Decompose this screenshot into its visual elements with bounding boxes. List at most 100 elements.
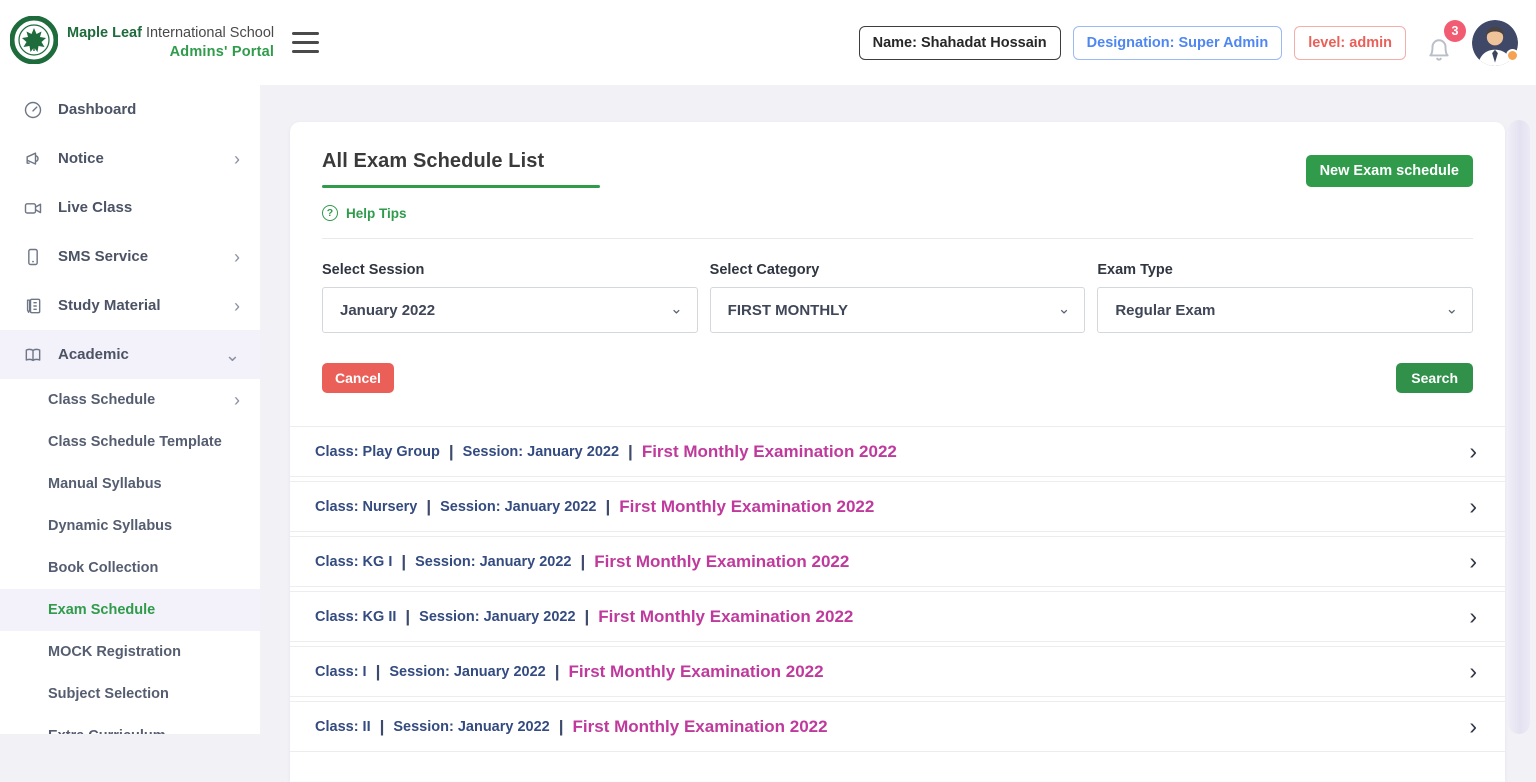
sidebar-item-live-class[interactable]: Live Class [0, 183, 260, 232]
exam-schedule-row[interactable]: Class: II | Session: January 2022 | Firs… [290, 701, 1505, 752]
page-scrollbar[interactable] [1508, 120, 1530, 734]
row-class: Class: I [315, 663, 367, 680]
sidebar-subitem-label: Class Schedule Template [48, 434, 222, 450]
separator: | [401, 551, 407, 571]
category-select[interactable]: FIRST MONTHLY ⌄ [709, 287, 1086, 333]
row-class: Class: Play Group [315, 443, 440, 460]
school-logo-block: Maple Leaf International School Admins' … [0, 15, 274, 69]
exam-schedule-row[interactable]: Class: KG II | Session: January 2022 | F… [290, 591, 1505, 642]
category-label: Select Category [709, 262, 820, 278]
sidebar-subitem-label: MOCK Registration [48, 644, 181, 660]
designation-badge: Designation: Super Admin [1072, 25, 1283, 60]
menu-toggle-icon[interactable] [292, 32, 319, 53]
notifications-button[interactable]: 3 [1426, 19, 1466, 66]
page-title: All Exam Schedule List [322, 150, 545, 172]
sidebar-subitem-dynamic-syllabus[interactable]: Dynamic Syllabus [0, 505, 260, 547]
sidebar-subitem-extra-curriculum[interactable]: Extra Curriculum [0, 715, 260, 734]
select-caret-icon: ⌄ [1445, 300, 1459, 318]
sidebar-subitem-label: Dynamic Syllabus [48, 518, 173, 534]
exam-schedule-card: All Exam Schedule List New Exam schedule… [290, 122, 1505, 782]
separator: | [584, 606, 590, 626]
category-selected-value: FIRST MONTHLY [727, 301, 848, 319]
exam-schedule-row[interactable]: Class: Play Group | Session: January 202… [290, 426, 1505, 477]
sidebar-item-academic[interactable]: Academic ⌄ [0, 330, 260, 379]
sidebar-item-sms-service[interactable]: SMS Service › [0, 232, 260, 281]
new-exam-schedule-button[interactable]: New Exam schedule [1305, 155, 1473, 187]
sidebar-item-label: Dashboard [58, 101, 137, 118]
sidebar-subitem-book-collection[interactable]: Book Collection [0, 547, 260, 589]
row-session: Session: January 2022 [389, 663, 546, 680]
select-caret-icon: ⌄ [1057, 300, 1071, 318]
session-label: Select Session [322, 262, 425, 278]
sidebar-subitem-class-schedule[interactable]: Class Schedule › [0, 379, 260, 421]
bell-icon [1429, 38, 1449, 61]
sidebar-subitem-exam-schedule[interactable]: Exam Schedule [0, 589, 260, 631]
separator: | [379, 716, 385, 736]
school-logo-icon [9, 15, 59, 69]
section-divider [322, 238, 1473, 239]
gauge-icon [22, 99, 44, 121]
cancel-button[interactable]: Cancel [322, 363, 394, 393]
sidebar-item-label: Study Material [58, 297, 161, 314]
user-avatar[interactable] [1472, 19, 1519, 66]
filter-exam-type: Exam Type Regular Exam ⌄ [1097, 262, 1474, 333]
chevron-right-icon: › [234, 295, 240, 316]
chevron-right-icon: › [1469, 438, 1477, 464]
row-class: Class: KG I [315, 553, 393, 570]
sidebar-subitem-subject-selection[interactable]: Subject Selection [0, 673, 260, 715]
sidebar-subitem-manual-syllabus[interactable]: Manual Syllabus [0, 463, 260, 505]
row-class: Class: Nursery [315, 498, 418, 515]
user-name-badge: Name: Shahadat Hossain [858, 25, 1061, 60]
row-exam-title: First Monthly Examination 2022 [594, 551, 850, 571]
level-badge: level: admin [1294, 25, 1406, 60]
separator: | [426, 496, 432, 516]
chevron-right-icon: › [234, 246, 240, 267]
sidebar-item-study-material[interactable]: Study Material › [0, 281, 260, 330]
separator: | [628, 441, 633, 461]
megaphone-icon [22, 148, 44, 170]
sidebar-subitem-label: Exam Schedule [48, 602, 156, 618]
chevron-down-icon: ⌄ [224, 344, 240, 365]
chevron-right-icon: › [1469, 713, 1477, 739]
sidebar-nav: Dashboard Notice › Live Class SMS Servic… [0, 85, 260, 734]
sidebar-item-label: Live Class [58, 199, 133, 216]
sidebar-subitem-label: Manual Syllabus [48, 476, 162, 492]
smartphone-icon [22, 246, 44, 268]
top-header: Maple Leaf International School Admins' … [0, 0, 1536, 85]
exam-schedule-row[interactable]: Class: I | Session: January 2022 | First… [290, 646, 1505, 697]
online-status-dot [1506, 48, 1519, 62]
sidebar-item-dashboard[interactable]: Dashboard [0, 85, 260, 134]
chevron-right-icon: › [1469, 658, 1477, 684]
exam-type-label: Exam Type [1097, 262, 1173, 278]
sidebar-item-label: Notice [58, 150, 104, 167]
exam-schedule-row[interactable]: Class: KG I | Session: January 2022 | Fi… [290, 536, 1505, 587]
sidebar-item-notice[interactable]: Notice › [0, 134, 260, 183]
sidebar-subitem-mock-registration[interactable]: MOCK Registration [0, 631, 260, 673]
help-tips-link[interactable]: ? Help Tips [322, 205, 1473, 221]
sidebar-subitem-class-schedule-template[interactable]: Class Schedule Template [0, 421, 260, 463]
session-select[interactable]: January 2022 ⌄ [322, 287, 698, 333]
separator: | [448, 441, 454, 461]
row-class: Class: II [315, 718, 371, 735]
separator: | [375, 661, 381, 681]
row-exam-title: First Monthly Examination 2022 [641, 441, 897, 461]
exam-schedule-list: Class: Play Group | Session: January 202… [290, 426, 1505, 752]
filter-category: Select Category FIRST MONTHLY ⌄ [709, 262, 1086, 333]
school-name: Maple Leaf International School Admins' … [67, 24, 274, 60]
exam-schedule-row[interactable]: Class: Nursery | Session: January 2022 |… [290, 481, 1505, 532]
question-circle-icon: ? [322, 205, 338, 221]
video-camera-icon [22, 197, 44, 219]
row-session: Session: January 2022 [462, 443, 620, 460]
separator: | [554, 661, 560, 681]
row-class: Class: KG II [315, 608, 397, 625]
row-exam-title: First Monthly Examination 2022 [568, 661, 824, 681]
chevron-right-icon: › [234, 148, 240, 169]
school-name-rest: International School [141, 25, 275, 42]
exam-type-select[interactable]: Regular Exam ⌄ [1097, 287, 1474, 333]
row-exam-title: First Monthly Examination 2022 [598, 606, 854, 626]
separator: | [580, 551, 586, 571]
row-session: Session: January 2022 [419, 608, 576, 625]
separator: | [605, 496, 611, 516]
search-button[interactable]: Search [1396, 363, 1473, 393]
row-session: Session: January 2022 [393, 718, 550, 735]
